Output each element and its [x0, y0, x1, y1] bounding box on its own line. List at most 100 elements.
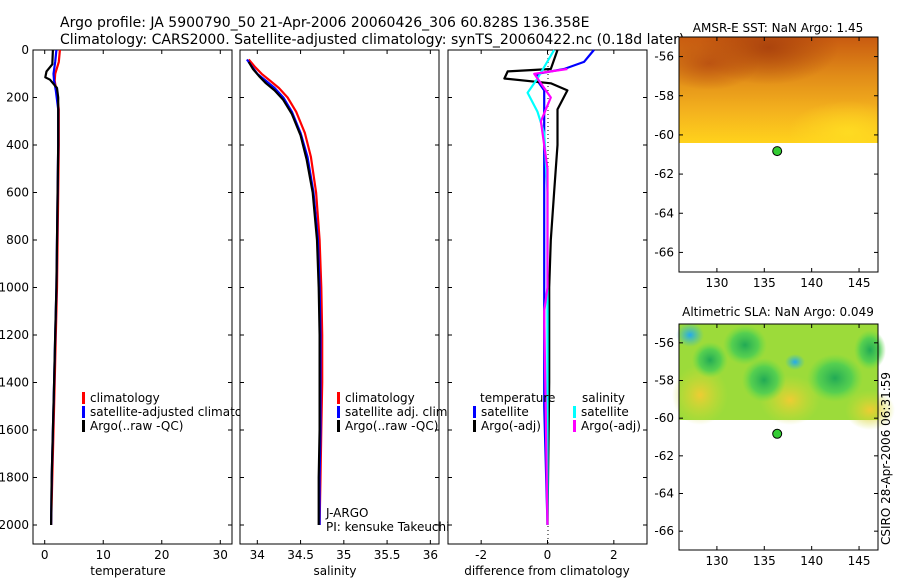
map-ytick-label: -58 — [654, 374, 674, 388]
ytick-label: 1000 — [0, 281, 29, 295]
sla-map-title: Altimetric SLA: NaN Argo: 0.049 — [682, 305, 874, 319]
legend-label-temp-satellite: satellite — [481, 405, 529, 419]
legend-label-temp-argo: Argo(-adj) — [481, 419, 541, 433]
legend-label-satellite-adjusted: satellite-adjusted climatology — [90, 405, 268, 419]
figure-title-line-2: Climatology: CARS2000. Satellite-adjuste… — [60, 32, 684, 48]
legend-swatch-climatology — [337, 392, 340, 404]
temperature-panel: 0 200 400 600 800 1000 1200 1400 1600 1800 2000 0 10… — [0, 43, 268, 578]
legend-swatch-satellite-adj — [337, 406, 340, 418]
figure-title-line-1: Argo profile: JA 5900790_50 21-Apr-2006 … — [60, 15, 589, 31]
difference-profiles — [503, 49, 595, 526]
ytick-label: 1800 — [0, 471, 29, 485]
map-xtick-label: 135 — [753, 276, 776, 290]
sla-green-4 — [854, 330, 886, 370]
sla-map-panel: Altimetric SLA: NaN Argo: 0.049 -56 -58 -6… — [654, 305, 895, 568]
legend-label-climatology: climatology — [345, 391, 415, 405]
legend-swatch-sal-argo — [573, 420, 576, 432]
legend-label-sal-argo: Argo(-adj) — [581, 419, 641, 433]
xtick-label: 0 — [41, 548, 49, 562]
sst-map-frame — [678, 36, 879, 273]
ytick-label: 400 — [6, 138, 29, 152]
ytick-label: 1600 — [0, 423, 29, 437]
xtick-label: -2 — [475, 548, 487, 562]
sla-yellow-1 — [672, 365, 728, 425]
xtick-label: 36 — [423, 548, 438, 562]
map-ytick-label: -64 — [654, 487, 674, 501]
sla-map-frame — [678, 323, 879, 551]
map-ytick-label: -66 — [654, 524, 674, 538]
temperature-profiles — [44, 49, 61, 526]
difference-xlabel: difference from climatology — [464, 564, 630, 578]
series-line-temperature-argo-adj — [503, 49, 569, 526]
sla-yellow-3 — [845, 390, 895, 430]
legend-swatch-argo — [337, 420, 340, 432]
map-xtick-label: 145 — [848, 276, 871, 290]
sla-cyan-1 — [676, 323, 704, 347]
sla-green-1 — [723, 325, 767, 365]
csiro-credit: CSIRO 28-Apr-2006 06:31:59 — [879, 372, 893, 545]
map-xtick-label: 140 — [800, 276, 823, 290]
map-ytick-label: -56 — [654, 50, 674, 64]
sla-green-2 — [742, 358, 786, 402]
sla-green-5 — [692, 342, 728, 378]
ytick-label: 2000 — [0, 518, 29, 532]
legend-label-argo: Argo(..raw -QC) — [345, 419, 438, 433]
series-line-salinity-satellite — [526, 49, 556, 525]
salinity-axes-frame — [239, 49, 440, 545]
map-xtick-label: 135 — [753, 554, 776, 568]
series-line-argo-raw-qc — [247, 61, 321, 525]
xtick-label: 34 — [250, 548, 265, 562]
map-xtick-label: 130 — [705, 276, 728, 290]
xtick-label: 0 — [544, 548, 552, 562]
series-line-salinity-argo-adj — [533, 67, 568, 526]
sst-map-ticks: -56 -58 -60 -62 -64 -66 130 135 140 145 — [654, 37, 878, 290]
series-line-argo-raw-qc — [44, 49, 60, 526]
sst-map-title: AMSR-E SST: NaN Argo: 1.45 — [693, 21, 863, 35]
legend-label-argo: Argo(..raw -QC) — [90, 419, 183, 433]
ytick-label: 600 — [6, 186, 29, 200]
map-xtick-label: 130 — [705, 554, 728, 568]
map-ytick-label: -60 — [654, 128, 674, 142]
temperature-ticks: 0 200 400 600 800 1000 1200 1400 1600 1800 2000 0 10… — [0, 43, 232, 562]
sla-cyan-2 — [785, 354, 805, 370]
map-xtick-label: 140 — [800, 554, 823, 568]
legend-label-climatology: climatology — [90, 391, 160, 405]
ytick-label: 1400 — [0, 376, 29, 390]
legend-header-salinity: salinity — [582, 391, 625, 405]
legend-label-satellite-adj: satellite adj. clim. — [345, 405, 451, 419]
ytick-label: 0 — [21, 43, 29, 57]
pi-label: PI: kensuke Takeuchi — [326, 520, 449, 534]
xtick-label: 34.5 — [287, 548, 314, 562]
temperature-xlabel: temperature — [90, 564, 165, 578]
xtick-label: 35 — [336, 548, 351, 562]
salinity-ticks: 34 34.5 35 35.5 36 — [240, 49, 439, 562]
sla-field — [672, 323, 895, 430]
map-ytick-label: -62 — [654, 167, 674, 181]
difference-panel: -2 0 2 difference from climatology tempera… — [447, 49, 648, 578]
map-ytick-label: -56 — [654, 336, 674, 350]
xtick-label: 30 — [213, 548, 228, 562]
sla-map-ticks: -56 -58 -60 -62 -64 -66 130 135 140 145 — [654, 324, 878, 568]
sst-field — [679, 37, 878, 143]
xtick-label: 2 — [610, 548, 618, 562]
jargo-label: J-ARGO — [325, 506, 368, 520]
xtick-label: 20 — [154, 548, 169, 562]
map-ytick-label: -60 — [654, 411, 674, 425]
map-ytick-label: -66 — [654, 245, 674, 259]
salinity-xlabel: salinity — [313, 564, 356, 578]
sla-argo-position-marker — [772, 428, 783, 439]
salinity-panel: 34 34.5 35 35.5 36 salinity climatology sate… — [239, 49, 451, 578]
sst-field-yellow-east — [679, 37, 878, 143]
map-xtick-label: 145 — [848, 554, 871, 568]
legend-header-temperature: temperature — [480, 391, 555, 405]
xtick-label: 10 — [96, 548, 111, 562]
temperature-axes-frame — [32, 49, 233, 545]
legend-swatch-argo — [82, 420, 85, 432]
legend-swatch-climatology — [82, 392, 85, 404]
ytick-label: 1200 — [0, 328, 29, 342]
legend-swatch-sal-satellite — [573, 406, 576, 418]
difference-ticks: -2 0 2 — [448, 49, 647, 562]
salinity-legend: climatology satellite adj. clim. Argo(..… — [337, 391, 451, 433]
ytick-label: 200 — [6, 91, 29, 105]
xtick-label: 35.5 — [374, 548, 401, 562]
